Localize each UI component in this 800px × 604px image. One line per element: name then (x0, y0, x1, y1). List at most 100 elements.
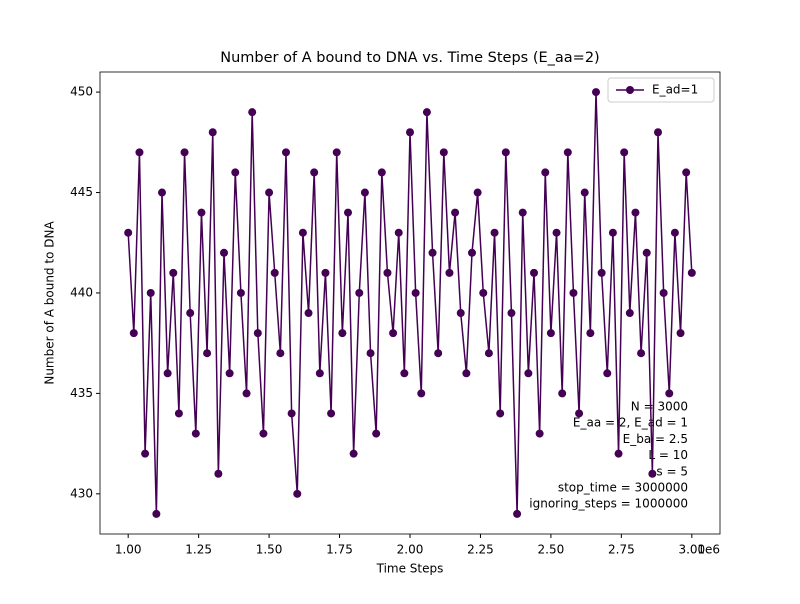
data-point (304, 309, 313, 318)
data-point (575, 409, 584, 418)
data-point (456, 309, 465, 318)
data-point (141, 449, 150, 458)
legend-box (607, 77, 715, 103)
x-tick-label: 2.50 (538, 543, 565, 557)
data-point (541, 168, 550, 177)
data-point (580, 188, 589, 197)
annotation: ignoring_steps = 1000000 (529, 497, 688, 511)
data-point (146, 288, 155, 297)
data-point (682, 168, 691, 177)
y-axis-label: Number of A bound to DNA (43, 221, 57, 385)
data-point (366, 349, 375, 358)
data-point (659, 288, 668, 297)
x-tick-label: 2.75 (608, 543, 635, 557)
data-point (563, 148, 572, 157)
data-point (439, 148, 448, 157)
x-offset-label: 1e6 (697, 543, 720, 557)
data-point (225, 369, 234, 378)
data-point (298, 228, 307, 237)
x-tick-label: 1.75 (326, 543, 353, 557)
data-point (169, 268, 178, 277)
y-tick-label: 445 (70, 185, 93, 199)
data-point (631, 208, 640, 217)
annotation: L = 10 (648, 448, 688, 462)
data-point (445, 268, 454, 277)
data-point (135, 148, 144, 157)
data-point (451, 208, 460, 217)
x-tick-label: 1.00 (115, 543, 142, 557)
chart-title: Number of A bound to DNA vs. Time Steps … (220, 50, 599, 66)
data-point (614, 449, 623, 458)
data-point (620, 148, 629, 157)
data-point (490, 228, 499, 237)
data-point (253, 329, 262, 338)
data-point (411, 288, 420, 297)
data-point (434, 349, 443, 358)
annotation: N = 3000 (631, 400, 688, 414)
data-point (535, 429, 544, 438)
data-point (507, 309, 516, 318)
data-point (377, 168, 386, 177)
data-point (484, 349, 493, 358)
data-point (394, 228, 403, 237)
data-point (383, 268, 392, 277)
data-point (287, 409, 296, 418)
data-point (259, 429, 268, 438)
data-point (191, 429, 200, 438)
annotation: E_ba = 2.5 (623, 432, 688, 446)
x-tick-label: 3.00 (678, 543, 705, 557)
data-point (389, 329, 398, 338)
data-point (372, 429, 381, 438)
data-point (665, 389, 674, 398)
data-point (360, 188, 369, 197)
data-point (321, 268, 330, 277)
annotation: E_aa = 2, E_ad = 1 (573, 416, 688, 430)
data-point (152, 509, 161, 518)
x-axis-label: Time Steps (376, 562, 444, 576)
data-point (592, 88, 600, 97)
data-point (186, 309, 195, 318)
data-point (479, 288, 488, 297)
data-point (406, 128, 414, 137)
data-point (670, 228, 679, 237)
plot-frame (99, 71, 721, 535)
data-point (265, 188, 274, 197)
annotation: s = 5 (656, 464, 688, 478)
data-point (496, 409, 505, 418)
data-point (586, 329, 595, 338)
x-tick-label: 2.25 (467, 543, 494, 557)
data-point (180, 148, 189, 157)
legend-label: E_ad=1 (652, 83, 698, 97)
legend-marker (626, 86, 634, 94)
data-point (462, 369, 471, 378)
x-tick-label: 1.50 (256, 543, 283, 557)
data-point (208, 128, 217, 137)
data-point (242, 389, 251, 398)
data-point (501, 148, 510, 157)
data-point (332, 148, 341, 157)
data-point (315, 369, 324, 378)
data-point (558, 389, 567, 398)
data-point (158, 188, 166, 197)
data-point (518, 208, 527, 217)
data-point (236, 288, 245, 297)
data-point (327, 409, 336, 418)
data-point (608, 228, 617, 237)
y-tick-label: 440 (70, 285, 93, 299)
data-point (293, 489, 302, 498)
data-point (214, 469, 223, 478)
y-tick-label: 430 (70, 486, 93, 500)
data-point (637, 349, 646, 358)
data-point (344, 208, 352, 217)
data-point (524, 369, 533, 378)
data-point (422, 108, 431, 117)
data-point (546, 329, 555, 338)
data-point (428, 248, 437, 257)
data-point (310, 168, 319, 177)
data-point (338, 329, 347, 338)
data-point (248, 108, 257, 117)
data-point (468, 248, 476, 257)
data-point (654, 128, 662, 137)
data-point (124, 228, 133, 237)
data-point (642, 248, 651, 257)
